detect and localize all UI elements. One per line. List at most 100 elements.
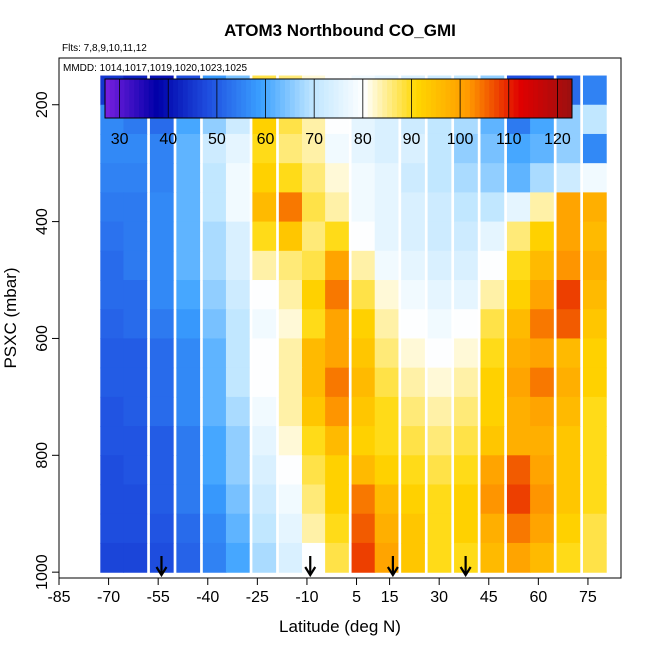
colorbar-segment [411, 79, 417, 118]
heatmap-cell [454, 367, 478, 398]
heatmap-cell [427, 280, 452, 310]
heatmap-cell [278, 133, 303, 164]
heatmap-cell [427, 338, 452, 369]
heatmap-cell [225, 396, 250, 427]
colorbar [104, 78, 573, 119]
heatmap-cell [454, 163, 478, 193]
heatmap-cell [530, 542, 554, 573]
colorbar-tick-label: 50 [208, 131, 226, 148]
heatmap-cell [351, 163, 376, 193]
heatmap-cell [149, 455, 174, 486]
heatmap-cell [530, 309, 554, 340]
heatmap-cell [225, 367, 250, 398]
colorbar-tick-label: 30 [111, 131, 129, 148]
colorbar-segment [552, 79, 558, 118]
heatmap-cell [100, 484, 125, 515]
colorbar-segment [460, 79, 466, 118]
heatmap-cell [374, 280, 399, 310]
heatmap-cell [582, 75, 607, 106]
heatmap-cell [252, 367, 277, 398]
heatmap-cell [351, 133, 376, 164]
heatmap-cell [123, 484, 148, 515]
heatmap-cell [351, 280, 376, 310]
heatmap-cell [225, 542, 250, 573]
heatmap-cell [401, 221, 425, 252]
heatmap-cell [301, 396, 326, 427]
heatmap-cell [582, 426, 607, 456]
heatmap-cell [454, 280, 478, 310]
x-tick-label: 45 [480, 589, 498, 606]
heatmap-cell [427, 484, 452, 515]
heatmap-cell [506, 163, 531, 193]
heatmap-cell [176, 280, 201, 310]
colorbar-segment [469, 79, 476, 118]
heatmap-cell [301, 426, 326, 456]
heatmap-cell [149, 133, 174, 164]
flights-subtitle: Flts: 7,8,9,10,11,12 [62, 43, 147, 54]
heatmap-cell [530, 455, 554, 486]
colorbar-segment [173, 79, 179, 118]
heatmap-cell [176, 192, 201, 223]
heatmap-cell [325, 280, 349, 310]
heatmap-cell [252, 542, 277, 573]
heatmap-cell [325, 455, 349, 486]
heatmap-cell [325, 426, 349, 456]
heatmap-cell [530, 280, 554, 310]
colorbar-segment [416, 79, 422, 118]
colorbar-segment [464, 79, 471, 118]
heatmap-cell [582, 396, 607, 427]
heatmap-cell [454, 309, 478, 340]
colorbar-segment [421, 79, 427, 118]
heatmap-cell [225, 163, 250, 193]
colorbar-segment [221, 79, 228, 118]
colorbar-segment [294, 79, 301, 118]
heatmap-cell [123, 221, 148, 252]
colorbar-tick-label: 60 [257, 131, 275, 148]
heatmap-cell [301, 221, 326, 252]
colorbar-segment [537, 79, 544, 118]
heatmap-cell [374, 513, 399, 544]
heatmap-cell [556, 133, 581, 164]
heatmap-cell [100, 221, 125, 252]
heatmap-cell [149, 192, 174, 223]
heatmap-cell [374, 309, 399, 340]
colorbar-segment [348, 79, 354, 118]
heatmap-cell [480, 513, 505, 544]
heatmap-cell [427, 133, 452, 164]
heatmap-cell [123, 367, 148, 398]
heatmap-cell [556, 192, 581, 223]
heatmap-cell [252, 484, 277, 515]
colorbar-segment [372, 79, 378, 118]
colorbar-tick-label: 100 [447, 131, 474, 148]
x-tick-label: -10 [295, 589, 318, 606]
colorbar-segment [246, 79, 252, 118]
heatmap-cell [556, 426, 581, 456]
colorbar-segment [109, 79, 116, 118]
colorbar-segment [139, 79, 145, 118]
heatmap-cell [278, 484, 303, 515]
colorbar-segment [236, 79, 242, 118]
heatmap-cell [325, 163, 349, 193]
heatmap-cell [556, 367, 581, 398]
y-tick-label: 600 [34, 325, 51, 352]
heatmap-cell [530, 513, 554, 544]
heatmap-cell [252, 163, 277, 193]
colorbar-segment [148, 79, 155, 118]
y-axis: 200 400 600 800 1000 [34, 91, 59, 590]
heatmap-cell [351, 250, 376, 281]
colorbar-segment [523, 79, 529, 118]
colorbar-segment [241, 79, 247, 118]
colorbar-segment [450, 79, 456, 118]
heatmap-cell [278, 542, 303, 573]
heatmap-cell [325, 484, 349, 515]
heatmap-cell [374, 484, 399, 515]
heatmap-cell [506, 221, 531, 252]
colorbar-segment [542, 79, 549, 118]
colorbar-segment [280, 79, 286, 118]
heatmap-cell [351, 484, 376, 515]
heatmap-cell [582, 104, 607, 135]
colorbar-segment [392, 79, 398, 118]
colorbar-segment [323, 79, 330, 118]
colorbar-segment [455, 79, 461, 118]
colorbar-segment [445, 79, 451, 118]
